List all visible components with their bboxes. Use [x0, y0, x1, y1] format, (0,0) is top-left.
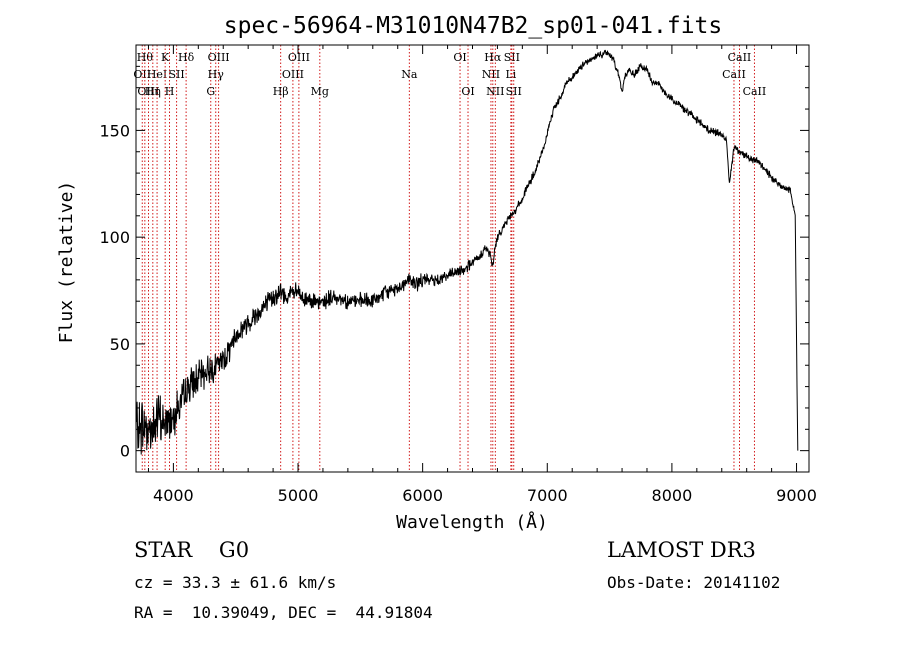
- redshift-velocity: cz = 33.3 ± 61.6 km/s: [134, 573, 337, 592]
- line-marker-label: Hγ: [208, 68, 225, 81]
- y-tick-label: 100: [99, 228, 130, 247]
- x-tick-label: 6000: [402, 486, 443, 505]
- object-class: STAR G0: [134, 538, 250, 562]
- line-marker-label: Mg: [311, 85, 329, 98]
- y-axis-ticks: 0 50 100 150: [99, 44, 809, 461]
- observation-date: Obs-Date: 20141102: [607, 573, 781, 592]
- line-marker-label: SII: [169, 68, 185, 81]
- line-marker-label: Hη: [145, 85, 161, 98]
- line-marker-label: K: [161, 51, 170, 64]
- chart-title: spec-56964-M31010N47B2_sp01-041.fits: [224, 13, 723, 39]
- line-marker-label: OIII: [137, 85, 159, 98]
- line-marker-label: OIII: [208, 51, 230, 64]
- x-axis-label: Wavelength (Å): [396, 511, 548, 533]
- y-tick-label: 0: [120, 442, 130, 461]
- line-marker-label: Hα: [484, 51, 502, 64]
- line-marker-label: CaII: [743, 85, 767, 98]
- line-marker-label: OII: [133, 68, 151, 81]
- x-axis-ticks: 4000 5000 6000 7000 8000 9000: [147, 45, 817, 505]
- x-tick-label: 7000: [527, 486, 568, 505]
- line-marker-label: OI: [453, 51, 466, 64]
- line-marker-label: H: [165, 85, 175, 98]
- line-marker-label: Hδ: [178, 51, 195, 64]
- line-marker-label: NII: [482, 68, 500, 81]
- plot-frame: [135, 44, 810, 473]
- survey-name: LAMOST DR3: [607, 538, 756, 562]
- line-marker-label: Hθ: [137, 51, 154, 64]
- x-tick-label: 4000: [153, 486, 194, 505]
- line-marker-label: HeI: [147, 68, 167, 81]
- spectrum-line: [135, 49, 799, 455]
- y-tick-label: 50: [110, 335, 130, 354]
- line-marker-label: CaII: [728, 51, 752, 64]
- line-marker-label: Li: [505, 68, 516, 81]
- line-marker-label: CaII: [722, 68, 746, 81]
- x-tick-label: 5000: [278, 486, 319, 505]
- line-marker-label: OIII: [288, 51, 310, 64]
- y-axis-label: Flux (relative): [56, 181, 77, 344]
- line-marker-label: SII: [506, 85, 522, 98]
- line-marker-label: OIII: [282, 68, 304, 81]
- line-marker-label: NII: [486, 85, 504, 98]
- line-marker-label: OI: [461, 85, 474, 98]
- plot-area: [135, 44, 810, 473]
- x-tick-label: 8000: [652, 486, 693, 505]
- line-marker-label: SII: [504, 51, 520, 64]
- coordinates: RA = 10.39049, DEC = 44.91804: [134, 603, 433, 622]
- x-tick-label: 9000: [776, 486, 817, 505]
- line-marker-label: G: [206, 85, 215, 98]
- line-marker-label: Na: [401, 68, 418, 81]
- line-marker-label: Hβ: [273, 85, 289, 98]
- spectral-line-markers: OIIHθOIIIHηHeIKHSIIHδGHγOIIIHβOIIIOIIIMg…: [133, 45, 766, 472]
- y-tick-label: 150: [99, 121, 130, 140]
